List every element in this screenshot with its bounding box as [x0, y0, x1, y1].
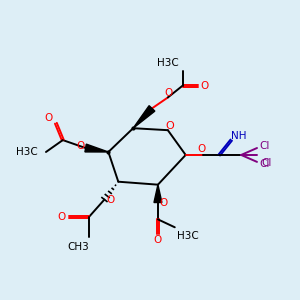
Text: O: O [165, 88, 173, 98]
Text: Cl: Cl [262, 158, 272, 168]
Text: O: O [165, 121, 174, 131]
Polygon shape [85, 144, 108, 152]
Polygon shape [154, 185, 162, 203]
Text: O: O [45, 113, 53, 123]
Text: O: O [76, 141, 85, 151]
Text: H3C: H3C [16, 147, 38, 157]
Text: O: O [200, 81, 208, 91]
Text: H3C: H3C [157, 58, 179, 68]
Text: NH: NH [231, 131, 247, 141]
Text: O: O [160, 197, 168, 208]
Text: O: O [197, 144, 206, 154]
Text: O: O [154, 235, 162, 245]
Text: H3C: H3C [177, 231, 199, 241]
Text: Cl: Cl [260, 141, 270, 151]
Text: O: O [58, 212, 66, 222]
Polygon shape [133, 106, 155, 128]
Text: Cl: Cl [260, 159, 270, 169]
Text: CH3: CH3 [68, 242, 89, 252]
Text: O: O [106, 194, 115, 205]
